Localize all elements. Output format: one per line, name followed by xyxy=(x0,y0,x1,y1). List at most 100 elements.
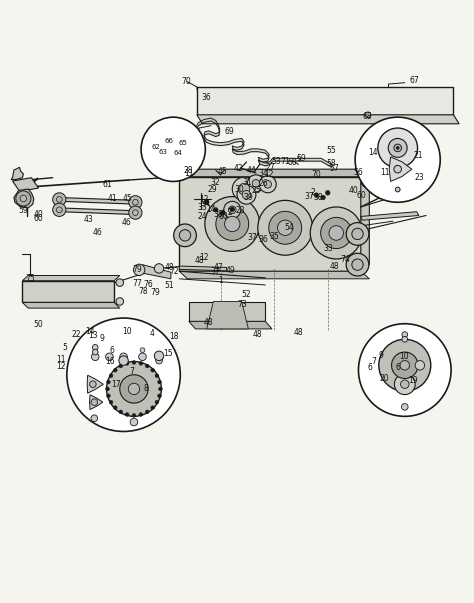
Polygon shape xyxy=(179,169,369,177)
Polygon shape xyxy=(90,395,103,409)
Text: 57: 57 xyxy=(329,164,339,172)
Text: 14: 14 xyxy=(85,327,94,336)
Text: 48: 48 xyxy=(204,318,213,327)
Circle shape xyxy=(67,318,180,432)
Circle shape xyxy=(92,344,98,350)
Circle shape xyxy=(92,349,98,355)
Circle shape xyxy=(346,223,369,245)
Circle shape xyxy=(352,229,363,239)
Text: 72: 72 xyxy=(169,267,179,276)
Circle shape xyxy=(237,185,256,204)
Circle shape xyxy=(314,193,319,198)
Circle shape xyxy=(401,380,409,388)
Text: 12: 12 xyxy=(199,253,209,262)
Polygon shape xyxy=(197,115,459,124)
Text: 24: 24 xyxy=(197,212,207,221)
Circle shape xyxy=(415,361,425,370)
Circle shape xyxy=(113,406,117,409)
Text: 59: 59 xyxy=(18,206,28,215)
Text: 79: 79 xyxy=(150,288,160,297)
Circle shape xyxy=(232,177,256,201)
Circle shape xyxy=(179,230,191,241)
Polygon shape xyxy=(197,87,454,115)
Circle shape xyxy=(109,374,113,377)
Circle shape xyxy=(310,207,362,259)
Polygon shape xyxy=(361,212,419,220)
Text: 74: 74 xyxy=(341,256,351,264)
Text: 15: 15 xyxy=(163,349,173,358)
Circle shape xyxy=(173,224,196,247)
Polygon shape xyxy=(12,178,38,191)
Circle shape xyxy=(106,353,113,361)
Text: 66: 66 xyxy=(164,138,173,144)
Circle shape xyxy=(355,117,440,202)
Text: 6: 6 xyxy=(368,363,373,372)
Text: 45: 45 xyxy=(122,194,132,203)
Text: 48: 48 xyxy=(165,263,175,272)
Text: 78: 78 xyxy=(138,286,148,295)
Text: 75: 75 xyxy=(25,274,35,283)
Circle shape xyxy=(329,226,344,240)
Circle shape xyxy=(116,279,124,286)
Text: 52: 52 xyxy=(241,290,251,299)
Circle shape xyxy=(278,220,293,235)
Circle shape xyxy=(134,264,145,276)
Circle shape xyxy=(394,374,415,394)
Polygon shape xyxy=(60,208,136,215)
Circle shape xyxy=(156,357,162,364)
Text: 20: 20 xyxy=(380,374,389,383)
Text: 12: 12 xyxy=(56,362,65,371)
Text: 36: 36 xyxy=(202,93,211,102)
Circle shape xyxy=(139,361,143,365)
Text: 37: 37 xyxy=(304,192,314,201)
Text: 33: 33 xyxy=(197,203,207,212)
Circle shape xyxy=(107,362,161,416)
Polygon shape xyxy=(361,176,420,187)
Text: 76: 76 xyxy=(144,280,154,288)
Circle shape xyxy=(91,399,98,405)
Circle shape xyxy=(107,394,110,397)
Circle shape xyxy=(119,364,123,368)
Text: 2: 2 xyxy=(228,208,232,217)
Text: 59: 59 xyxy=(296,154,306,163)
Circle shape xyxy=(53,203,66,216)
Circle shape xyxy=(56,207,62,213)
Text: 6: 6 xyxy=(109,346,114,355)
Text: 32: 32 xyxy=(210,178,219,187)
Text: 60: 60 xyxy=(288,157,298,166)
Polygon shape xyxy=(179,266,227,271)
Text: 45: 45 xyxy=(218,167,227,176)
Circle shape xyxy=(91,353,99,361)
Circle shape xyxy=(133,200,138,205)
Polygon shape xyxy=(207,302,248,329)
Polygon shape xyxy=(22,281,114,303)
Text: 23: 23 xyxy=(415,172,424,182)
Text: 70: 70 xyxy=(182,77,191,86)
Polygon shape xyxy=(87,375,103,393)
Text: 7: 7 xyxy=(129,367,134,376)
Circle shape xyxy=(225,216,240,232)
Polygon shape xyxy=(389,157,412,182)
Circle shape xyxy=(107,380,110,384)
Circle shape xyxy=(401,403,408,410)
Circle shape xyxy=(139,353,146,361)
Text: 48: 48 xyxy=(253,330,262,339)
Text: 69: 69 xyxy=(225,127,234,136)
Text: 2: 2 xyxy=(310,188,315,197)
Text: 46: 46 xyxy=(93,228,102,237)
Text: 9: 9 xyxy=(100,334,105,343)
Text: 14: 14 xyxy=(207,205,216,214)
Circle shape xyxy=(141,117,205,182)
Circle shape xyxy=(120,353,128,361)
Text: 56: 56 xyxy=(354,168,364,177)
Circle shape xyxy=(91,415,98,421)
Polygon shape xyxy=(189,321,272,329)
Polygon shape xyxy=(14,189,34,208)
Text: 40: 40 xyxy=(349,186,359,195)
Circle shape xyxy=(395,187,400,192)
Circle shape xyxy=(242,191,251,199)
Text: 67: 67 xyxy=(410,76,419,85)
Text: 68: 68 xyxy=(362,112,372,121)
Circle shape xyxy=(106,387,109,391)
Circle shape xyxy=(269,211,301,244)
